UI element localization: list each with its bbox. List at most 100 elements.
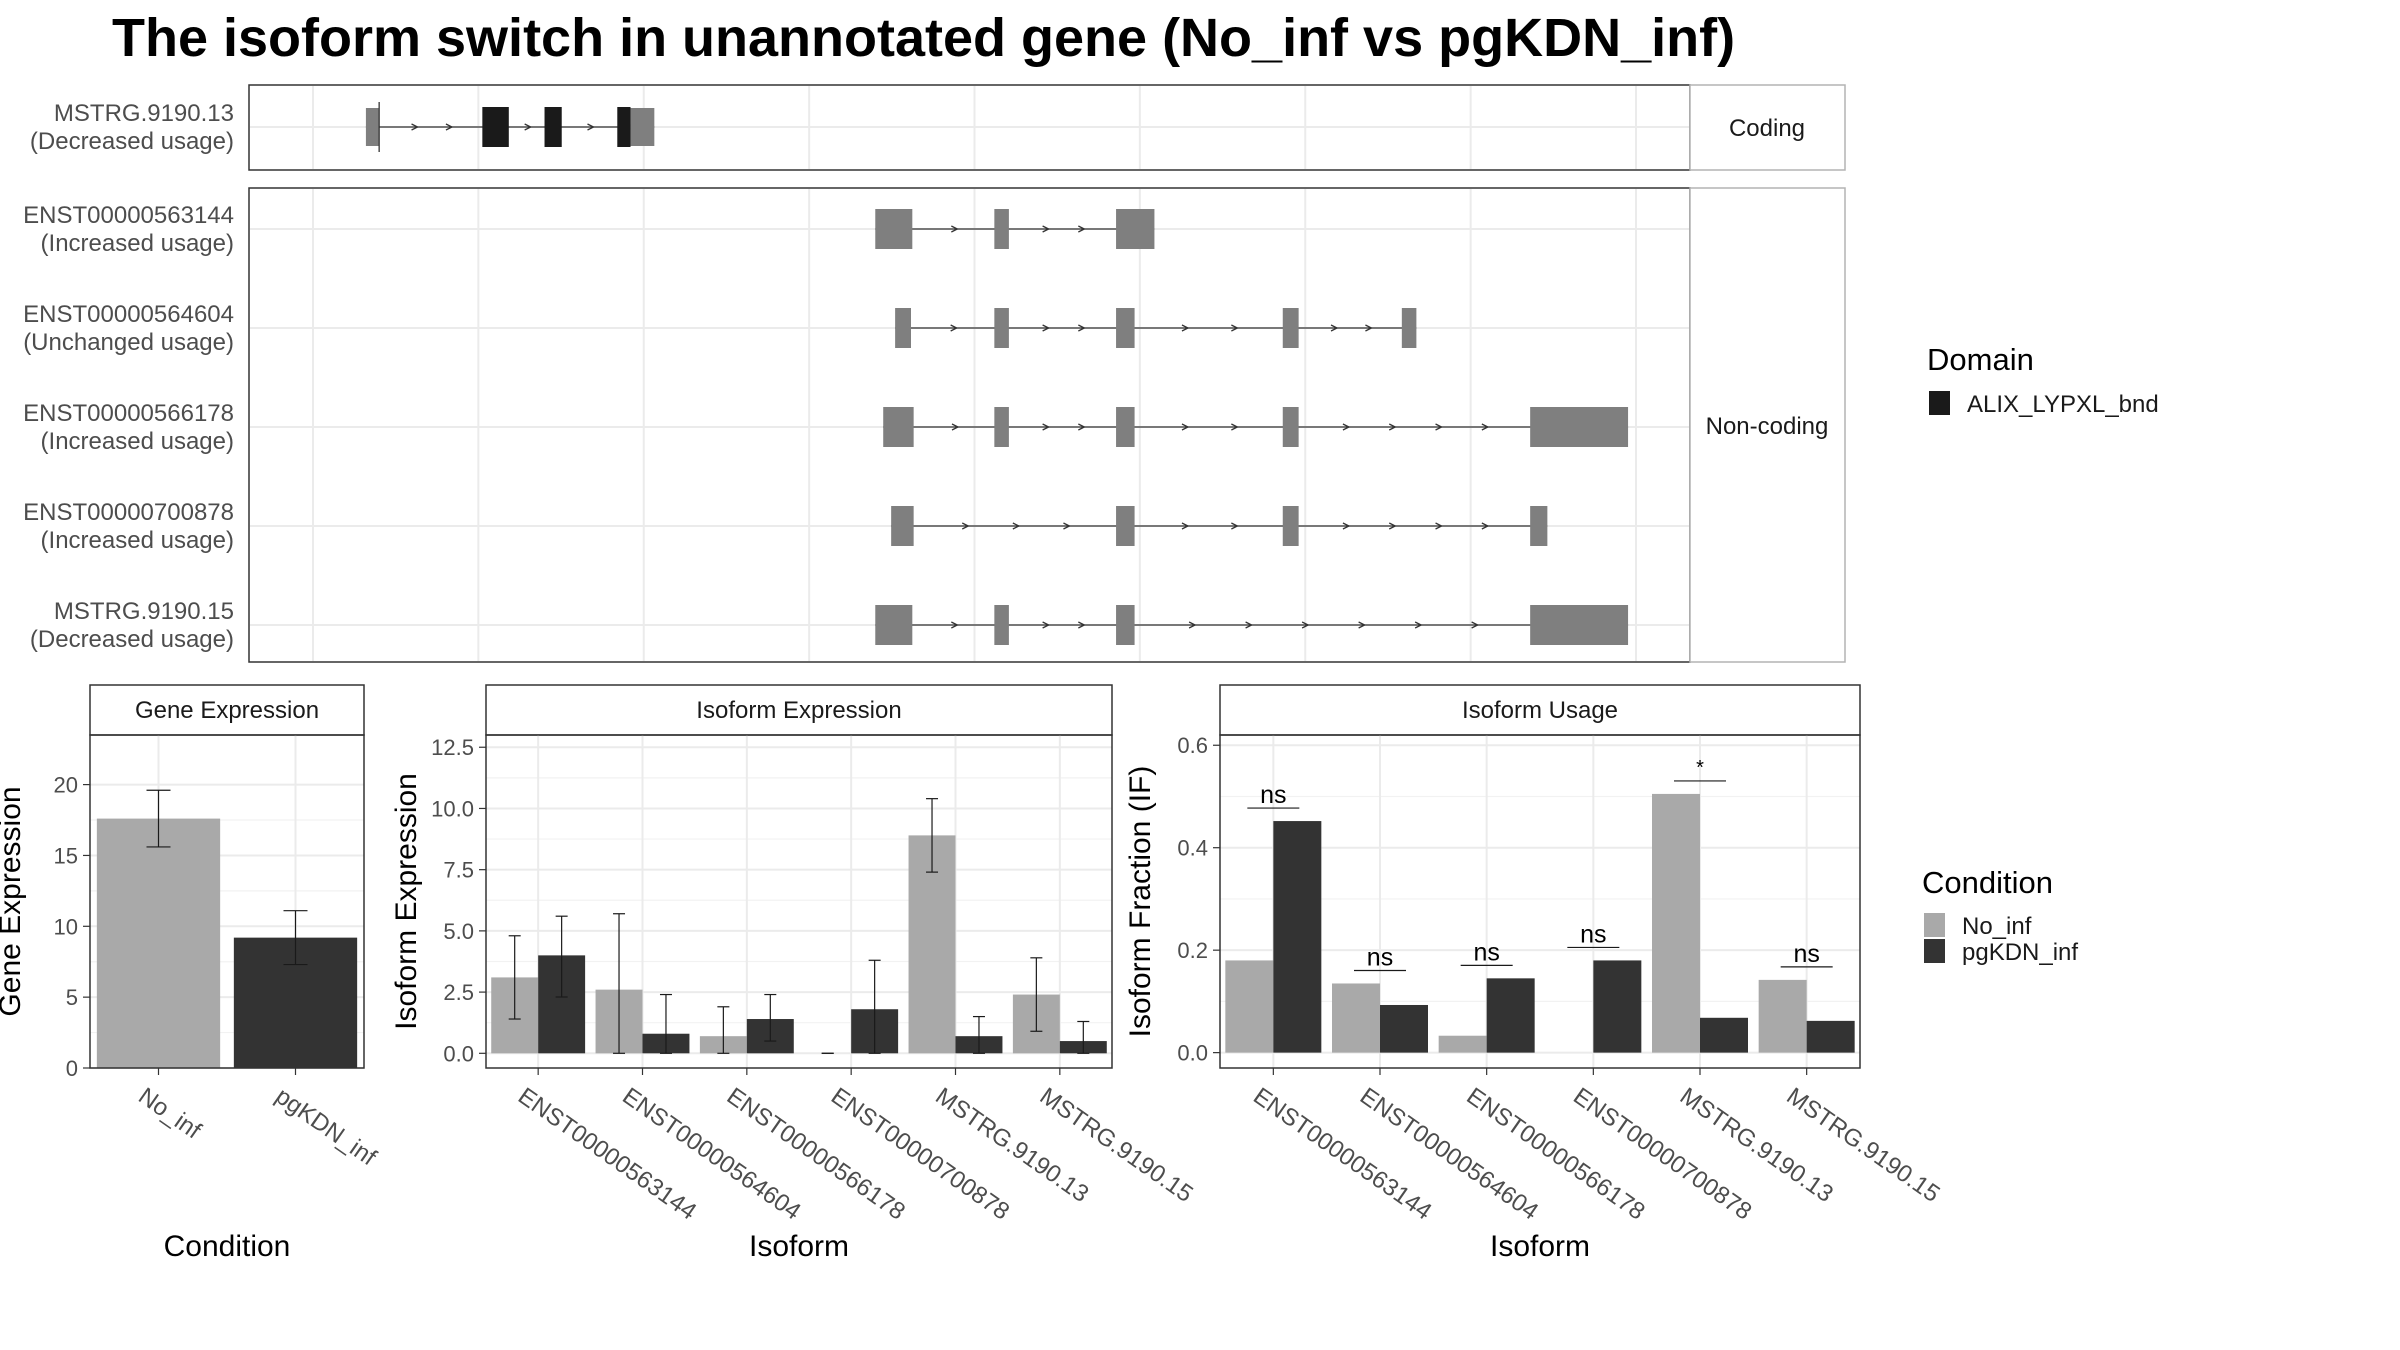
bar-no-inf-enst00000563144 (1225, 960, 1274, 1053)
intron-arrow (1012, 522, 1021, 530)
exon-block (1282, 506, 1299, 546)
exon-block (1401, 308, 1417, 348)
intron-arrow (1245, 621, 1254, 629)
exon-block (1530, 506, 1548, 546)
y-tick-label: 0.4 (1177, 836, 1208, 861)
structure-labels: MSTRG.9190.13(Decreased usage)ENST000005… (23, 100, 234, 653)
intron-arrow (1481, 423, 1490, 431)
condition-legend-label-pgkdn-inf: pgKDN_inf (1962, 939, 2078, 966)
y-tick-label: 12.5 (431, 735, 474, 760)
y-tick-label: 20 (54, 773, 78, 798)
x-tick-label-enst00000700878: ENST00000700878 (826, 1083, 1014, 1226)
bar-no-inf-enst00000564604 (1332, 983, 1380, 1053)
x-axis-title: Isoform (749, 1230, 849, 1263)
domain-legend-label: ALIX_LYPXL_bnd (1967, 391, 2159, 418)
bar-pgkdn-inf-mstrg-9190-15 (1806, 1020, 1855, 1053)
figure-title: The isoform switch in unannotated gene (… (112, 8, 1735, 68)
y-tick-label: 5 (66, 985, 78, 1010)
significance-label: * (1696, 757, 1704, 779)
y-tick-label: 0.0 (1177, 1041, 1208, 1066)
domain-legend-swatch (1929, 391, 1950, 415)
intron-arrow (951, 423, 960, 431)
significance-label: ns (1580, 920, 1606, 948)
bar-pgkdn-inf-enst00000564604 (1380, 1004, 1428, 1053)
panel-title: Gene Expression (135, 697, 319, 724)
exon-block (994, 605, 1009, 645)
condition-legend-title: Condition (1922, 865, 2053, 900)
intron-arrow (1301, 621, 1310, 629)
y-axis-title: Isoform Fraction (IF) (1124, 766, 1157, 1038)
x-axis-title: Isoform (1490, 1230, 1590, 1263)
isoform-track-enst00000566178 (883, 407, 1629, 447)
bar-no-inf (96, 818, 221, 1068)
intron-arrow (1435, 522, 1444, 530)
y-tick-label: 7.5 (443, 858, 474, 883)
exon-block (875, 605, 913, 645)
y-axis-title: Gene Expression (0, 786, 27, 1016)
exon-block (883, 407, 914, 447)
x-tick-label-enst00000700878: ENST00000700878 (1568, 1083, 1756, 1226)
intron-arrow (1231, 324, 1239, 332)
intron-arrow (1435, 423, 1444, 431)
bar-no-inf-enst00000566178 (1438, 1035, 1487, 1053)
intron-arrow (1388, 522, 1397, 530)
intron-arrow (1365, 324, 1373, 332)
panel-strip (89, 684, 365, 736)
panel-frame (89, 734, 365, 1069)
intron-arrow (950, 324, 959, 332)
intron-arrow (1414, 621, 1423, 629)
exon-block (1116, 506, 1135, 546)
intron-arrow (411, 123, 420, 131)
exon-block (630, 108, 655, 146)
intron-arrow (1063, 522, 1071, 530)
bar-pgkdn-inf-enst00000563144 (1273, 821, 1322, 1053)
condition-legend-swatch-no-inf (1924, 913, 1945, 937)
structure-tracks (365, 102, 1629, 645)
isoform-track-enst00000563144 (875, 209, 1155, 249)
isoform-label-enst00000563144: ENST00000563144 (23, 202, 234, 229)
isoform-label-mstrg-9190-15: MSTRG.9190.15 (54, 598, 234, 625)
intron-arrow (1042, 423, 1051, 431)
intron-arrow (1188, 621, 1197, 629)
bar-no-inf-mstrg-9190-13 (1652, 793, 1700, 1053)
x-tick-label-enst00000566178: ENST00000566178 (1462, 1083, 1650, 1226)
panel-title: Isoform Expression (696, 697, 901, 724)
exon-block (1116, 605, 1135, 645)
isoform-track-enst00000700878 (891, 506, 1548, 546)
exon-block (895, 308, 911, 348)
domain-legend-title: Domain (1927, 342, 2034, 377)
intron-arrow (1358, 621, 1367, 629)
exon-block (365, 108, 380, 146)
x-tick-label-enst00000566178: ENST00000566178 (722, 1083, 910, 1226)
isoform-structure-panel: Coding Non-coding MSTRG.9190.13(Decrease… (23, 84, 1846, 663)
x-tick-label-enst00000564604: ENST00000564604 (1355, 1083, 1543, 1226)
significance-label: ns (1473, 938, 1499, 966)
x-tick-label-enst00000564604: ENST00000564604 (617, 1083, 805, 1226)
panel-frame (485, 734, 1113, 1069)
intron-arrow (1231, 522, 1239, 530)
domain-exon (482, 107, 509, 147)
isoform-track-mstrg-9190-13 (365, 102, 655, 152)
intron-arrow (1181, 423, 1190, 431)
y-tick-label: 2.5 (443, 980, 474, 1005)
isoform-usage-label-enst00000563144: (Increased usage) (41, 230, 234, 257)
y-tick-label: 0.0 (443, 1041, 474, 1066)
y-tick-label: 5.0 (443, 919, 474, 944)
exon-block (1116, 308, 1135, 348)
exon-block (1282, 308, 1299, 348)
noncoding-panel-frame (248, 187, 1691, 663)
exon-block (1530, 407, 1629, 447)
intron-arrow (1471, 621, 1480, 629)
bar-pgkdn-inf-enst00000566178 (1486, 978, 1535, 1053)
intron-arrow (587, 123, 595, 131)
intron-arrow (524, 123, 533, 131)
intron-arrow (1481, 522, 1490, 530)
intron-arrow (1181, 522, 1190, 530)
significance-label: ns (1793, 940, 1819, 968)
exon-block (1116, 407, 1135, 447)
isoform-usage-label-mstrg-9190-15: (Decreased usage) (30, 626, 234, 653)
intron-arrow (1078, 621, 1086, 629)
intron-arrow (951, 621, 959, 629)
domain-exon (544, 107, 562, 147)
coding-strip-label: Coding (1729, 115, 1805, 142)
